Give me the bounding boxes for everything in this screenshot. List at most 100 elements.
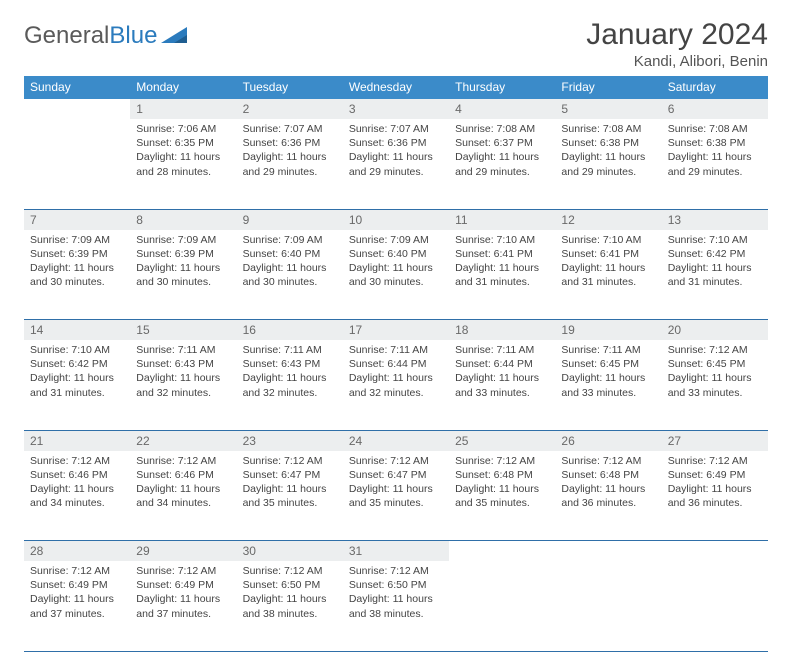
day-detail: Sunrise: 7:07 AMSunset: 6:36 PMDaylight:… (343, 119, 449, 185)
day-number-cell: 13 (662, 209, 768, 230)
day-cell: Sunrise: 7:09 AMSunset: 6:39 PMDaylight:… (130, 230, 236, 320)
day-detail: Sunrise: 7:12 AMSunset: 6:48 PMDaylight:… (555, 451, 661, 517)
day-cell (24, 119, 130, 209)
day-cell: Sunrise: 7:12 AMSunset: 6:47 PMDaylight:… (237, 451, 343, 541)
day-detail: Sunrise: 7:11 AMSunset: 6:43 PMDaylight:… (237, 340, 343, 406)
day-cell: Sunrise: 7:11 AMSunset: 6:44 PMDaylight:… (449, 340, 555, 430)
day-body-row: Sunrise: 7:12 AMSunset: 6:49 PMDaylight:… (24, 561, 768, 651)
day-cell: Sunrise: 7:12 AMSunset: 6:49 PMDaylight:… (662, 451, 768, 541)
day-detail: Sunrise: 7:12 AMSunset: 6:46 PMDaylight:… (24, 451, 130, 517)
day-cell: Sunrise: 7:11 AMSunset: 6:43 PMDaylight:… (237, 340, 343, 430)
day-detail: Sunrise: 7:08 AMSunset: 6:38 PMDaylight:… (555, 119, 661, 185)
calendar-body: 123456Sunrise: 7:06 AMSunset: 6:35 PMDay… (24, 99, 768, 651)
day-number-cell: 2 (237, 99, 343, 119)
title-block: January 2024 Kandi, Alibori, Benin (586, 18, 768, 70)
day-number-row: 14151617181920 (24, 320, 768, 341)
day-detail: Sunrise: 7:09 AMSunset: 6:39 PMDaylight:… (24, 230, 130, 296)
day-cell: Sunrise: 7:06 AMSunset: 6:35 PMDaylight:… (130, 119, 236, 209)
day-detail: Sunrise: 7:07 AMSunset: 6:36 PMDaylight:… (237, 119, 343, 185)
weekday-header: Thursday (449, 76, 555, 99)
day-detail: Sunrise: 7:12 AMSunset: 6:50 PMDaylight:… (237, 561, 343, 627)
day-number-row: 123456 (24, 99, 768, 119)
day-cell: Sunrise: 7:12 AMSunset: 6:46 PMDaylight:… (24, 451, 130, 541)
day-body-row: Sunrise: 7:09 AMSunset: 6:39 PMDaylight:… (24, 230, 768, 320)
day-number-cell: 14 (24, 320, 130, 341)
day-number-cell: 23 (237, 430, 343, 451)
day-number-cell: 9 (237, 209, 343, 230)
day-number-cell: 22 (130, 430, 236, 451)
day-detail: Sunrise: 7:09 AMSunset: 6:40 PMDaylight:… (343, 230, 449, 296)
day-cell: Sunrise: 7:12 AMSunset: 6:48 PMDaylight:… (449, 451, 555, 541)
brand-text-2: Blue (109, 22, 157, 50)
day-number-row: 21222324252627 (24, 430, 768, 451)
day-cell: Sunrise: 7:08 AMSunset: 6:38 PMDaylight:… (662, 119, 768, 209)
brand-text-1: General (24, 22, 109, 50)
day-number-cell (555, 541, 661, 562)
day-number-cell: 17 (343, 320, 449, 341)
day-cell: Sunrise: 7:12 AMSunset: 6:48 PMDaylight:… (555, 451, 661, 541)
day-cell: Sunrise: 7:08 AMSunset: 6:37 PMDaylight:… (449, 119, 555, 209)
day-detail: Sunrise: 7:11 AMSunset: 6:43 PMDaylight:… (130, 340, 236, 406)
day-cell: Sunrise: 7:10 AMSunset: 6:41 PMDaylight:… (449, 230, 555, 320)
day-detail: Sunrise: 7:10 AMSunset: 6:42 PMDaylight:… (662, 230, 768, 296)
day-cell: Sunrise: 7:12 AMSunset: 6:45 PMDaylight:… (662, 340, 768, 430)
day-number-cell: 8 (130, 209, 236, 230)
month-title: January 2024 (586, 18, 768, 51)
day-cell: Sunrise: 7:12 AMSunset: 6:50 PMDaylight:… (343, 561, 449, 651)
day-detail: Sunrise: 7:06 AMSunset: 6:35 PMDaylight:… (130, 119, 236, 185)
day-number-cell: 21 (24, 430, 130, 451)
day-number-cell: 7 (24, 209, 130, 230)
day-number-cell: 15 (130, 320, 236, 341)
logo-triangle-icon (161, 22, 187, 50)
day-cell (555, 561, 661, 651)
day-number-cell: 6 (662, 99, 768, 119)
day-number-cell: 30 (237, 541, 343, 562)
day-number-cell: 31 (343, 541, 449, 562)
day-body-row: Sunrise: 7:06 AMSunset: 6:35 PMDaylight:… (24, 119, 768, 209)
day-cell: Sunrise: 7:09 AMSunset: 6:40 PMDaylight:… (343, 230, 449, 320)
day-detail: Sunrise: 7:12 AMSunset: 6:49 PMDaylight:… (662, 451, 768, 517)
day-number-cell: 26 (555, 430, 661, 451)
weekday-header: Tuesday (237, 76, 343, 99)
day-number-cell: 18 (449, 320, 555, 341)
weekday-header: Monday (130, 76, 236, 99)
day-detail: Sunrise: 7:12 AMSunset: 6:50 PMDaylight:… (343, 561, 449, 627)
day-cell: Sunrise: 7:08 AMSunset: 6:38 PMDaylight:… (555, 119, 661, 209)
calendar-page: GeneralBlue January 2024 Kandi, Alibori,… (0, 0, 792, 662)
day-number-cell: 27 (662, 430, 768, 451)
day-detail: Sunrise: 7:12 AMSunset: 6:47 PMDaylight:… (343, 451, 449, 517)
day-cell: Sunrise: 7:12 AMSunset: 6:49 PMDaylight:… (24, 561, 130, 651)
day-detail: Sunrise: 7:09 AMSunset: 6:40 PMDaylight:… (237, 230, 343, 296)
day-detail: Sunrise: 7:10 AMSunset: 6:41 PMDaylight:… (449, 230, 555, 296)
calendar-table: Sunday Monday Tuesday Wednesday Thursday… (24, 76, 768, 652)
day-body-row: Sunrise: 7:10 AMSunset: 6:42 PMDaylight:… (24, 340, 768, 430)
day-cell (449, 561, 555, 651)
page-header: GeneralBlue January 2024 Kandi, Alibori,… (24, 18, 768, 70)
day-cell: Sunrise: 7:12 AMSunset: 6:49 PMDaylight:… (130, 561, 236, 651)
day-number-cell: 12 (555, 209, 661, 230)
day-cell: Sunrise: 7:11 AMSunset: 6:44 PMDaylight:… (343, 340, 449, 430)
day-number-cell: 28 (24, 541, 130, 562)
weekday-header: Wednesday (343, 76, 449, 99)
day-number-cell: 10 (343, 209, 449, 230)
day-number-row: 78910111213 (24, 209, 768, 230)
day-cell: Sunrise: 7:10 AMSunset: 6:42 PMDaylight:… (24, 340, 130, 430)
day-cell: Sunrise: 7:07 AMSunset: 6:36 PMDaylight:… (343, 119, 449, 209)
day-detail: Sunrise: 7:11 AMSunset: 6:44 PMDaylight:… (449, 340, 555, 406)
day-number-cell: 20 (662, 320, 768, 341)
day-number-cell: 5 (555, 99, 661, 119)
day-cell: Sunrise: 7:09 AMSunset: 6:39 PMDaylight:… (24, 230, 130, 320)
day-cell: Sunrise: 7:10 AMSunset: 6:42 PMDaylight:… (662, 230, 768, 320)
day-cell: Sunrise: 7:07 AMSunset: 6:36 PMDaylight:… (237, 119, 343, 209)
day-detail: Sunrise: 7:08 AMSunset: 6:38 PMDaylight:… (662, 119, 768, 185)
day-cell (662, 561, 768, 651)
day-detail: Sunrise: 7:12 AMSunset: 6:49 PMDaylight:… (130, 561, 236, 627)
weekday-header: Friday (555, 76, 661, 99)
day-body-row: Sunrise: 7:12 AMSunset: 6:46 PMDaylight:… (24, 451, 768, 541)
day-number-cell: 19 (555, 320, 661, 341)
day-detail: Sunrise: 7:12 AMSunset: 6:46 PMDaylight:… (130, 451, 236, 517)
brand-logo: GeneralBlue (24, 18, 187, 50)
day-cell: Sunrise: 7:09 AMSunset: 6:40 PMDaylight:… (237, 230, 343, 320)
day-number-cell: 3 (343, 99, 449, 119)
day-detail: Sunrise: 7:11 AMSunset: 6:44 PMDaylight:… (343, 340, 449, 406)
